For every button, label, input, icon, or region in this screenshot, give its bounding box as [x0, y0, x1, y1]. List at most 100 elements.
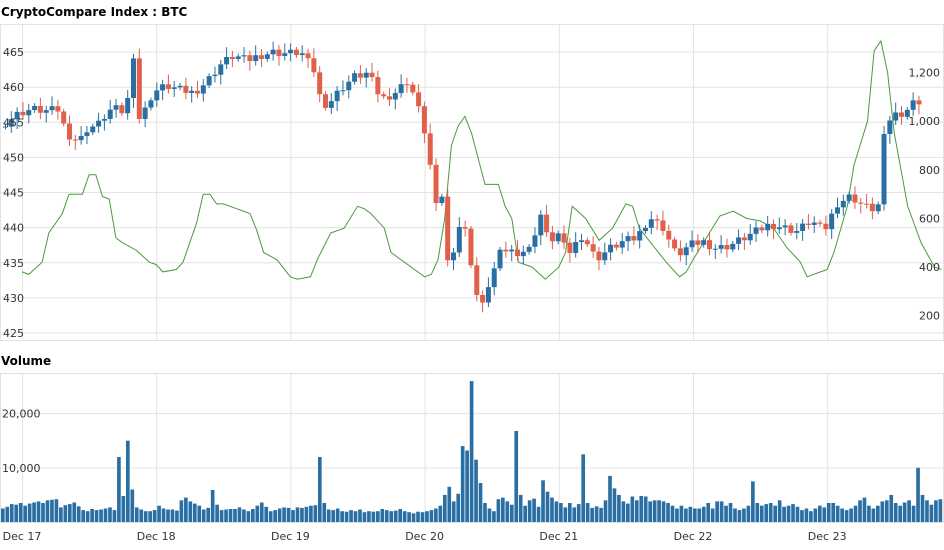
candle	[130, 53, 136, 108]
candle-body	[340, 90, 346, 92]
candle-body	[78, 136, 84, 141]
candlestick-series	[3, 41, 922, 313]
volume-bar	[367, 511, 371, 522]
volume-bar	[242, 509, 246, 522]
candle	[165, 74, 171, 94]
volume-bar	[121, 496, 126, 522]
candle-body	[578, 240, 584, 242]
candle-body	[555, 233, 561, 242]
volume-bar	[581, 454, 586, 522]
volume-bar	[188, 501, 193, 522]
candle-body	[794, 231, 800, 233]
candle-body	[189, 90, 195, 93]
candle-body	[613, 244, 619, 248]
volume-bar	[545, 491, 550, 522]
candle	[3, 123, 8, 130]
candle	[363, 68, 369, 88]
candle-body	[468, 228, 474, 266]
candle-body	[625, 236, 631, 242]
volume-bar	[876, 505, 880, 522]
candle	[782, 219, 788, 236]
candle	[311, 48, 317, 77]
candle-body	[852, 194, 858, 203]
volume-bar	[451, 501, 456, 522]
y-left-tick-label: 435	[3, 257, 24, 270]
volume-bar	[259, 502, 264, 522]
candle	[200, 79, 206, 102]
volume-bar	[782, 506, 786, 522]
y-right-tick-label: 600	[919, 212, 940, 225]
candle	[218, 59, 224, 85]
volume-bar	[867, 505, 871, 522]
volume-bar	[291, 510, 295, 522]
candle-body	[875, 204, 881, 212]
candle	[468, 225, 474, 269]
candle-body	[561, 233, 567, 243]
volume-bar	[23, 505, 27, 522]
candle-body	[514, 249, 520, 257]
candle	[410, 81, 416, 96]
volume-bar	[273, 510, 277, 522]
volume-bar	[567, 503, 572, 522]
candle-body	[567, 242, 573, 253]
volume-bar	[18, 503, 23, 522]
volume-bar	[300, 507, 304, 522]
candle	[491, 261, 497, 296]
candle-body	[165, 84, 171, 89]
candle	[765, 215, 771, 237]
y-left-tick-label: 455	[3, 116, 24, 129]
volume-bar	[563, 507, 568, 522]
candle	[869, 197, 875, 220]
candle-body	[445, 196, 451, 261]
candle	[288, 43, 294, 62]
candle	[189, 86, 195, 103]
volume-bar	[675, 508, 679, 522]
candle	[776, 217, 782, 234]
candle	[439, 193, 445, 206]
candle-body	[288, 49, 294, 54]
volume-bar	[550, 497, 554, 522]
axis-labels: Dec 17 Dec 18 Dec 19 Dec 20 Dec 21 Dec 22 Dec …	[2, 46, 940, 543]
candle-body	[712, 248, 718, 250]
volume-bar	[634, 500, 639, 522]
candle-body	[602, 252, 608, 261]
volume-bar	[264, 506, 269, 522]
volume-bar	[902, 502, 907, 522]
candle	[427, 123, 433, 170]
candle-body	[299, 53, 305, 56]
candle	[142, 101, 148, 128]
candle	[916, 95, 922, 115]
volume-bar	[746, 505, 751, 522]
candle-body	[270, 49, 276, 55]
candle-body	[898, 112, 904, 117]
volume-bar	[929, 504, 934, 522]
volume-bar	[117, 457, 121, 522]
volume-bar	[621, 501, 626, 522]
volume-bar	[728, 503, 733, 522]
candle-body	[683, 247, 689, 256]
volume-bar	[853, 505, 858, 522]
volume-bar	[733, 508, 737, 522]
volume-y-tick-label: 10,000	[2, 462, 41, 475]
volume-bar	[492, 511, 496, 522]
volume-bar	[639, 496, 644, 522]
candle-body	[253, 55, 259, 62]
volume-bar	[617, 494, 621, 522]
candle	[107, 99, 113, 124]
volume-bar	[934, 500, 938, 522]
candle-body	[421, 106, 427, 134]
candle-body	[322, 94, 328, 108]
candle-body	[96, 120, 102, 127]
volume-bar	[505, 501, 510, 522]
candle-body	[439, 196, 445, 203]
candle-body	[631, 236, 637, 241]
volume-bar	[201, 509, 206, 522]
candle	[538, 210, 544, 246]
candle	[381, 91, 387, 100]
candle-body	[770, 223, 776, 230]
volume-bar	[692, 508, 697, 522]
candle-body	[817, 222, 823, 224]
volume-bars	[1, 381, 943, 522]
candle	[526, 244, 532, 255]
candle	[846, 191, 852, 204]
